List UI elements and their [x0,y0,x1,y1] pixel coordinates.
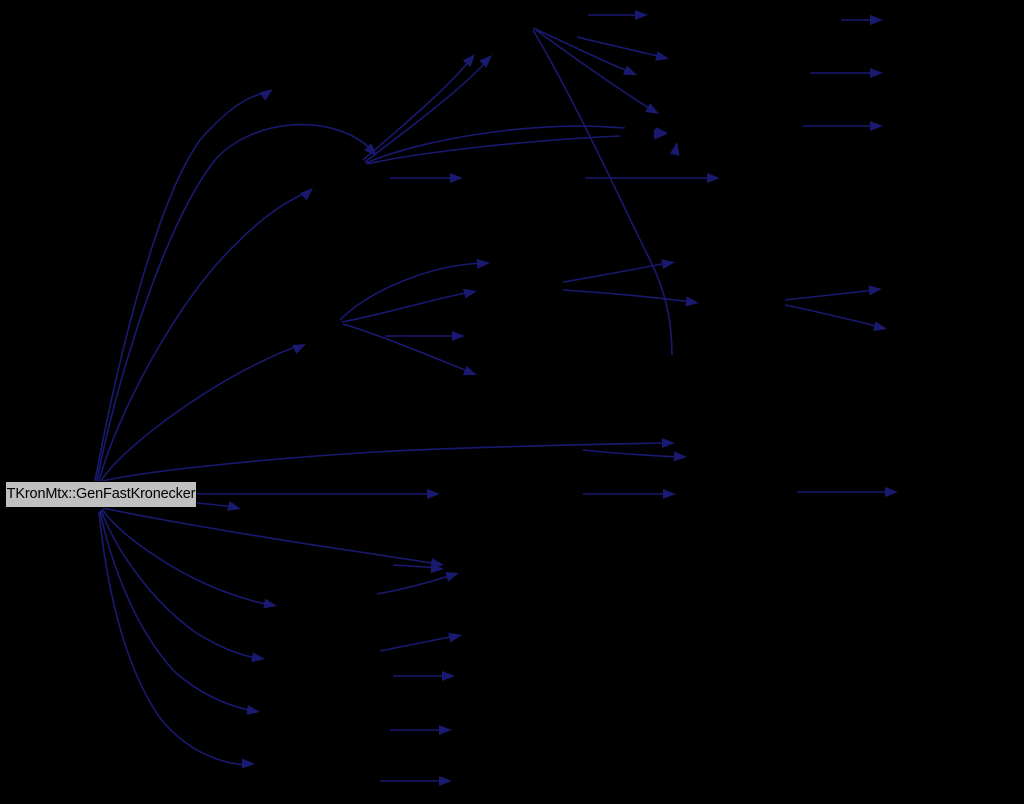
call-edge-arrowhead [655,51,669,61]
call-edge-arrowhead [669,142,680,156]
call-edge [376,574,453,595]
call-edge [101,508,272,606]
call-edge [94,91,269,482]
graph-node-label: TKronMtx::GenFastKronecker [6,486,196,503]
call-edge [339,262,484,321]
call-edge-arrowhead [463,365,477,376]
call-edge [364,61,487,163]
call-edge-arrowhead [445,572,459,582]
call-edge [532,27,631,73]
call-edge-arrowhead [476,258,490,269]
call-edge [102,442,669,482]
call-edge-arrowhead [227,501,241,511]
call-edge [99,510,254,712]
call-edge [98,191,308,482]
call-edge [342,323,471,373]
call-edge-arrowhead [430,563,444,574]
call-edge-arrowhead [292,344,306,355]
call-edge-arrowhead [479,55,492,68]
call-edge [562,262,669,283]
graph-node-genfastkronecker[interactable]: TKronMtx::GenFastKronecker [5,481,197,508]
call-edge-arrowhead [635,10,648,20]
call-edge [362,59,471,161]
call-edge [392,564,438,569]
call-edge-arrowhead [263,598,277,609]
call-edge-arrowhead [251,652,265,663]
call-edge-arrowhead [661,259,675,270]
call-edge [582,449,681,458]
call-edge [784,289,876,301]
call-edge [98,511,249,766]
call-edge-arrowhead [673,451,687,462]
call-edge-arrowhead [463,288,477,299]
call-edge [532,29,673,356]
call-edge [341,291,471,323]
call-edge-arrowhead [439,776,452,786]
call-edge [784,304,881,328]
call-edge-arrowhead [246,705,260,715]
call-edge-arrowhead [448,632,462,643]
call-edge-arrowhead [241,758,255,769]
call-edge [562,289,693,303]
call-edge-arrowhead [299,188,313,201]
call-edge-arrowhead [645,103,659,114]
call-edge-arrowhead [870,68,883,78]
call-edge-arrowhead [663,489,676,499]
call-edge [366,135,621,165]
call-edge-arrowhead [707,173,720,183]
call-edge-arrowhead [873,321,887,331]
call-edge-arrowhead [259,89,273,101]
call-edge-arrowhead [662,438,675,448]
call-edge-arrowhead [364,143,377,156]
call-edge [379,635,456,652]
call-edge-arrowhead [685,296,699,307]
call-edge [576,36,663,58]
call-edge-arrowhead [868,285,882,296]
call-edge-arrowhead [870,15,883,25]
call-edge-arrowhead [442,671,455,681]
call-edge-arrowhead [653,129,667,140]
call-edge-arrowhead [452,331,465,341]
call-edge [100,345,301,482]
call-edge-arrowhead [439,725,452,735]
call-edge [102,507,438,565]
call-edge [535,29,653,111]
call-edge-arrowhead [427,489,440,499]
call-edge-arrowhead [885,487,898,497]
call-edge-arrowhead [870,121,883,131]
call-edge-arrowhead [450,173,463,183]
call-edge-arrowhead [462,54,475,68]
call-edge-arrowhead [623,65,637,75]
call-edge [365,125,626,164]
call-edge [100,509,259,659]
call-edge [96,123,373,482]
